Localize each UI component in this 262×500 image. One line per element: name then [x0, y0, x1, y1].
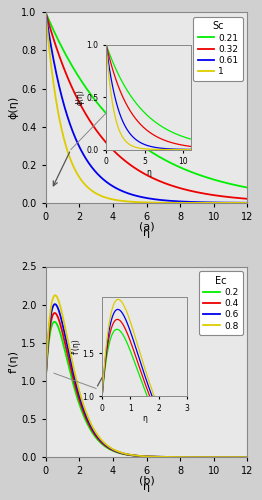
0.61 [196, 199, 199, 205]
0.6 [80, 400, 83, 406]
0.6 [179, 454, 182, 460]
0.61 [246, 200, 249, 206]
1 [179, 200, 182, 206]
Text: (b): (b) [139, 476, 154, 486]
0.8 [179, 454, 182, 460]
X-axis label: η: η [143, 482, 150, 492]
0.4 [136, 453, 139, 459]
0.21 [246, 184, 249, 190]
0.6 [44, 378, 47, 384]
0.21 [163, 157, 166, 163]
Line: 0.21: 0.21 [46, 12, 248, 188]
0.21 [96, 100, 99, 106]
0.8 [80, 396, 83, 402]
0.32 [80, 104, 83, 110]
0.8 [44, 378, 47, 384]
1 [96, 191, 99, 197]
0.32 [179, 185, 182, 191]
0.2 [44, 378, 47, 384]
0.32 [246, 196, 249, 202]
Y-axis label: ϕ(η): ϕ(η) [8, 96, 18, 119]
Line: 0.8: 0.8 [46, 296, 248, 457]
Legend: 0.21, 0.32, 0.61, 1: 0.21, 0.32, 0.61, 1 [193, 17, 243, 81]
0.4 [96, 436, 100, 442]
0.21 [44, 10, 47, 16]
1 [196, 200, 199, 206]
Y-axis label: f'(η): f'(η) [8, 350, 18, 374]
Line: 0.2: 0.2 [46, 322, 248, 457]
X-axis label: η: η [143, 228, 150, 237]
0.6 [96, 434, 100, 440]
1 [163, 200, 166, 206]
0.2 [163, 454, 166, 460]
1 [135, 199, 139, 205]
0.2 [53, 319, 56, 325]
0.61 [179, 198, 182, 204]
0.21 [196, 172, 199, 177]
0.6 [196, 454, 200, 460]
0.8 [196, 454, 200, 460]
0.32 [44, 10, 47, 16]
Line: 0.6: 0.6 [46, 304, 248, 457]
0.2 [179, 454, 182, 460]
0.21 [80, 78, 83, 84]
1 [80, 177, 83, 183]
0.61 [80, 148, 83, 154]
0.2 [136, 453, 139, 459]
Line: 0.32: 0.32 [46, 12, 248, 199]
Line: 0.4: 0.4 [46, 313, 248, 457]
0.4 [53, 310, 56, 316]
0.32 [196, 190, 199, 196]
0.8 [163, 454, 166, 460]
0.6 [163, 454, 166, 460]
0.8 [136, 452, 139, 458]
0.61 [96, 171, 99, 177]
0.6 [136, 453, 139, 459]
0.32 [96, 129, 99, 135]
Legend: 0.2, 0.4, 0.6, 0.8: 0.2, 0.4, 0.6, 0.8 [199, 271, 243, 335]
0.61 [135, 193, 139, 199]
0.32 [135, 166, 139, 172]
0.21 [135, 139, 139, 145]
0.4 [246, 454, 249, 460]
0.6 [246, 454, 249, 460]
0.61 [44, 10, 47, 16]
Text: (a): (a) [139, 222, 154, 232]
0.4 [196, 454, 200, 460]
0.8 [246, 454, 249, 460]
0.8 [53, 292, 57, 298]
0.8 [96, 432, 100, 438]
Line: 1: 1 [46, 12, 248, 203]
0.2 [196, 454, 200, 460]
0.2 [80, 408, 83, 414]
0.2 [246, 454, 249, 460]
Line: 0.61: 0.61 [46, 12, 248, 203]
0.2 [96, 437, 100, 443]
0.4 [80, 404, 83, 410]
0.4 [163, 454, 166, 460]
1 [246, 200, 249, 206]
0.61 [163, 198, 166, 203]
0.32 [163, 180, 166, 186]
0.4 [179, 454, 182, 460]
1 [44, 10, 47, 16]
0.4 [44, 378, 47, 384]
0.21 [179, 164, 182, 170]
0.6 [53, 301, 57, 307]
